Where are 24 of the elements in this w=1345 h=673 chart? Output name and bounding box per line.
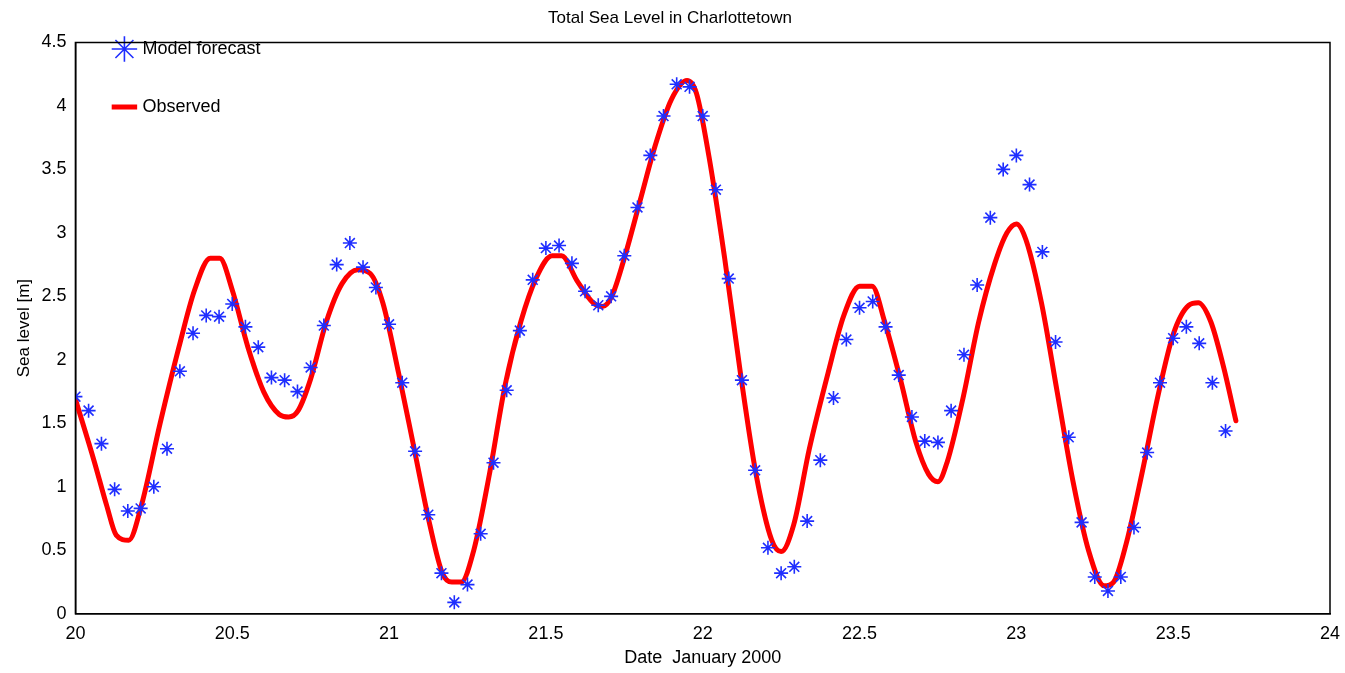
y-tick-label: 0.5 — [41, 539, 67, 560]
y-tick-label: 1.5 — [41, 412, 67, 433]
y-tick-label: 1 — [56, 475, 67, 496]
x-tick-label: 21.5 — [528, 622, 564, 643]
x-tick-label: 23 — [1006, 622, 1027, 643]
legend-label: Model forecast — [142, 37, 261, 58]
x-tick-label: 22 — [692, 622, 713, 643]
x-tick-label: 20.5 — [214, 622, 250, 643]
y-tick-label: 3 — [56, 221, 67, 242]
y-tick-label: 2 — [56, 348, 67, 369]
y-axis-title: Sea level [m] — [13, 278, 33, 378]
legend-label: Observed — [142, 95, 221, 116]
x-tick-label: 24 — [1319, 622, 1341, 643]
chart-title: Total Sea Level in Charlottetown — [548, 7, 792, 27]
y-tick-label: 4.5 — [41, 31, 67, 52]
x-tick-label: 23.5 — [1155, 622, 1191, 643]
x-axis-title: Date January 2000 — [624, 647, 782, 668]
y-tick-label: 4 — [56, 94, 67, 115]
y-tick-label: 2.5 — [41, 285, 67, 306]
x-tick-label: 22.5 — [842, 622, 878, 643]
x-tick-label: 21 — [379, 622, 400, 643]
y-tick-label: 3.5 — [41, 158, 67, 179]
y-tick-label: 0 — [56, 602, 67, 623]
x-tick-label: 20 — [65, 622, 86, 643]
